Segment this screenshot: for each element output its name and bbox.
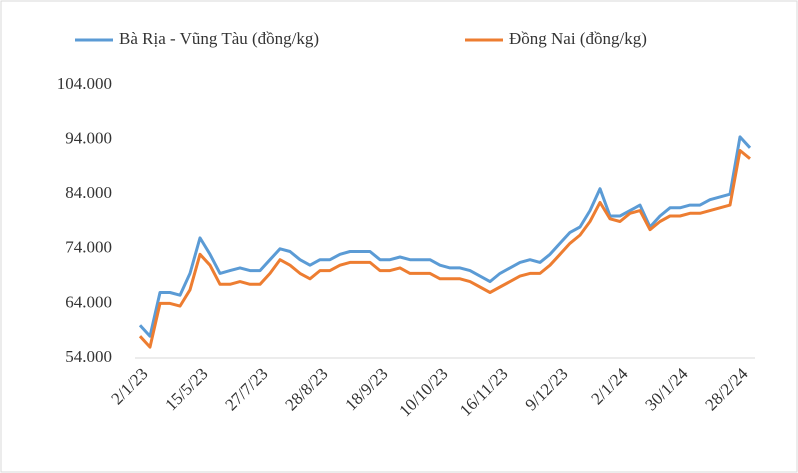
- legend-label: Bà Rịa - Vũng Tàu (đồng/kg): [119, 29, 319, 48]
- y-tick-label: 94.000: [65, 129, 112, 148]
- y-tick-label: 84.000: [65, 183, 112, 202]
- y-tick-label: 104.000: [57, 74, 112, 93]
- y-tick-label: 64.000: [65, 292, 112, 311]
- legend-label: Đồng Nai (đồng/kg): [509, 29, 647, 48]
- series-line: [138, 149, 751, 349]
- y-tick-label: 54.000: [65, 347, 112, 366]
- y-tick-label: 74.000: [65, 238, 112, 257]
